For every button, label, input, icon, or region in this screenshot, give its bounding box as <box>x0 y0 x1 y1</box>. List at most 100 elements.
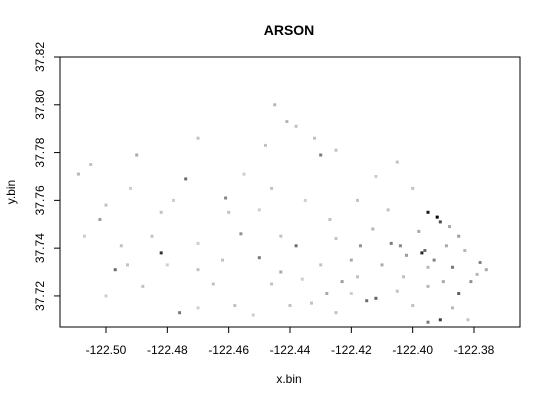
heatmap-cell <box>423 249 427 252</box>
heatmap-cell <box>328 218 332 221</box>
heatmap-cell <box>178 311 182 315</box>
y-axis-title: y.bin <box>4 180 18 204</box>
heatmap-cell <box>457 234 461 238</box>
heatmap-cell <box>426 210 430 214</box>
heatmap-cell <box>451 306 454 310</box>
x-tick-label: -122.46 <box>208 343 249 357</box>
heatmap-cell <box>224 196 228 200</box>
heatmap-cell <box>466 318 470 322</box>
heatmap-cell <box>211 282 215 286</box>
heatmap-cell <box>257 208 261 212</box>
heatmap-cell <box>469 280 473 284</box>
heatmap-cell <box>233 304 237 307</box>
y-axis: 37.72 37.74 37.76 37.78 37.80 37.82 <box>33 42 60 311</box>
heatmap-cell <box>426 320 430 324</box>
heatmap-cell <box>475 272 479 276</box>
heatmap-cell <box>435 215 439 219</box>
heatmap-cell <box>451 265 454 269</box>
heatmap-cell <box>129 186 132 190</box>
heatmap-cell <box>300 277 304 281</box>
heatmap-cell <box>478 261 482 264</box>
heatmap-cell <box>159 251 163 255</box>
x-tick-label: -122.44 <box>270 343 311 357</box>
x-axis: -122.50 -122.48 -122.46 -122.44 -122.42 -122.… <box>86 327 495 357</box>
heatmap-cell <box>279 234 283 238</box>
heatmap-cell <box>389 241 393 245</box>
x-tick-label: -122.38 <box>454 343 495 357</box>
heatmap-cell <box>319 153 323 157</box>
heatmap-cell <box>402 275 405 279</box>
heatmap-cell <box>285 120 289 123</box>
heatmap-cell <box>484 268 488 272</box>
heatmap-cell <box>279 270 283 274</box>
heatmap-cell <box>294 124 298 128</box>
heatmap-cell <box>374 296 378 300</box>
heatmap-cell <box>172 198 175 202</box>
heatmap-cell <box>150 234 154 238</box>
x-tick-label: -122.40 <box>392 343 433 357</box>
heatmap-cell <box>340 280 344 284</box>
heatmap-cell <box>411 304 415 307</box>
heatmap-cell <box>380 263 384 267</box>
heatmap-cell <box>196 136 200 140</box>
heatmap-cell <box>334 311 338 315</box>
chart-title: ARSON <box>264 22 315 38</box>
heatmap-cell <box>395 289 399 293</box>
x-tick-label: -122.48 <box>147 343 188 357</box>
heatmap-cell <box>371 227 375 231</box>
heatmap-cell <box>159 210 163 214</box>
x-axis-title: x.bin <box>276 372 301 386</box>
heatmap-cell <box>270 282 274 286</box>
heatmap-cell <box>405 253 408 257</box>
heatmap-cell <box>141 284 145 288</box>
heatmap-cell <box>457 292 461 295</box>
heatmap-cell <box>395 160 399 164</box>
heatmap-cell <box>356 275 359 279</box>
heatmap-cell <box>417 229 421 233</box>
heatmap-cell <box>426 284 430 288</box>
heatmap-cell <box>196 241 200 245</box>
heatmap-cell <box>365 299 369 303</box>
heatmap-cell <box>104 203 108 207</box>
heatmap-cell <box>349 292 353 295</box>
heatmap-cell <box>359 244 362 248</box>
heatmap-cell <box>165 263 169 267</box>
heatmap-cell <box>288 304 292 307</box>
heatmap-cell <box>270 186 274 190</box>
heatmap-cell <box>76 172 80 176</box>
heatmap-cell <box>196 268 200 272</box>
heatmap-cell <box>349 258 353 262</box>
heatmap-cell <box>242 172 246 176</box>
heatmap-cell <box>356 198 359 202</box>
heatmap-cell <box>227 210 231 214</box>
heatmap-cell <box>98 218 102 221</box>
heatmap-cells <box>76 103 488 324</box>
x-tick-label: -122.42 <box>331 343 372 357</box>
y-tick-label: 37.80 <box>33 89 47 119</box>
heatmap-cell <box>221 258 224 262</box>
heatmap-cell <box>448 225 451 229</box>
x-tick-label: -122.50 <box>86 343 127 357</box>
heatmap-cell <box>438 220 442 224</box>
heatmap-cell <box>420 251 424 255</box>
heatmap-cell <box>89 163 93 166</box>
heatmap-cell <box>104 294 108 298</box>
heatmap-cell <box>294 244 298 248</box>
heatmap-cell <box>273 103 277 107</box>
y-tick-label: 37.78 <box>33 137 47 167</box>
y-tick-label: 37.72 <box>33 281 47 311</box>
y-tick-label: 37.76 <box>33 185 47 215</box>
heatmap-cell <box>313 136 316 140</box>
heatmap-cell <box>239 232 243 236</box>
heatmap-cell <box>398 244 402 248</box>
heatmap-cell <box>426 265 430 269</box>
heatmap-cell <box>310 301 313 305</box>
y-tick-label: 37.74 <box>33 233 47 263</box>
heatmap-cell <box>441 280 445 284</box>
heatmap-cell <box>319 263 323 267</box>
heatmap-cell <box>444 244 448 248</box>
heatmap-cell <box>135 153 139 157</box>
heatmap-cell <box>325 292 329 295</box>
heatmap-cell <box>334 148 338 152</box>
